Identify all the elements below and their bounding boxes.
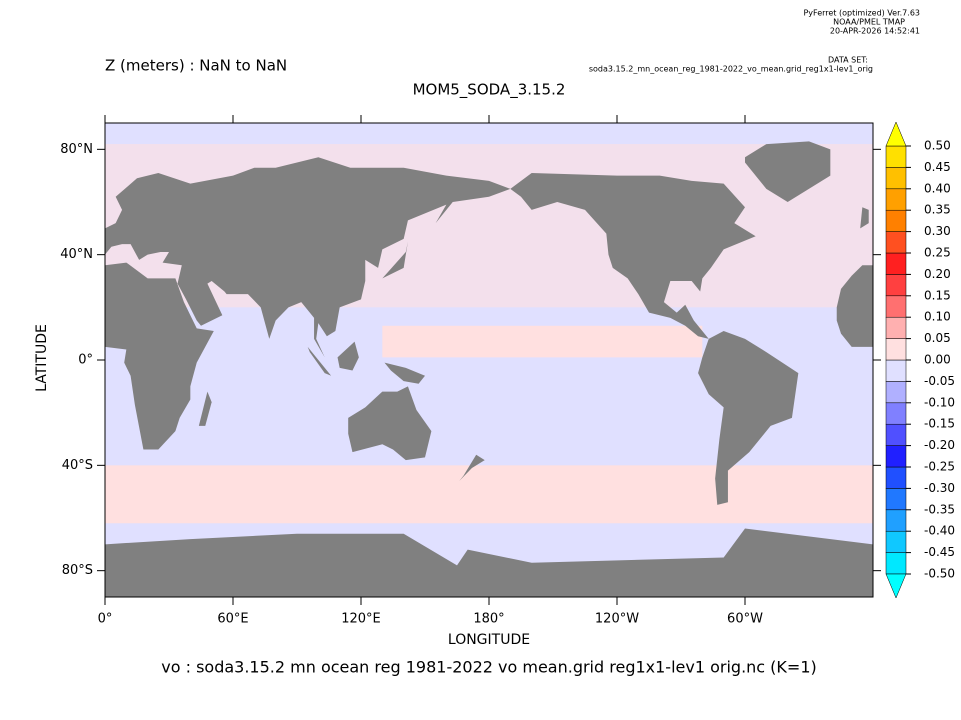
colorbar-band [885, 445, 907, 468]
land [836, 265, 873, 347]
map [105, 123, 873, 597]
colorbar-label: 0.30 [924, 224, 951, 238]
colorbar-band [885, 381, 907, 404]
colorbar-band [885, 316, 907, 339]
x-tick-label: 120°W [595, 612, 639, 627]
colorbar-label: 0.50 [924, 139, 951, 153]
colorbar-band [885, 423, 907, 446]
title: MOM5_SODA_3.15.2 [413, 81, 566, 100]
colorbar-label: -0.15 [924, 417, 955, 431]
colorbar-over [885, 121, 907, 147]
colorbar-band [885, 466, 907, 489]
land [105, 528, 873, 597]
y-label: LATITUDE [34, 324, 50, 392]
colorbar-label: -0.10 [924, 395, 955, 409]
org: NOAA/PMEL TMAP [833, 18, 905, 27]
dataset: soda3.15.2_mn_ocean_reg_1981-2022_vo_mea… [589, 65, 873, 74]
land [337, 341, 359, 371]
y-tick-label: 80°N [60, 142, 93, 157]
map-layers [105, 141, 873, 597]
software: PyFerret (optimized) Ver.7.63 [803, 9, 920, 18]
colorbar-label: -0.50 [924, 567, 955, 581]
colorbar-label: 0.00 [924, 353, 951, 367]
pink-band [105, 465, 873, 524]
colorbar-band [885, 295, 907, 318]
colorbar-label: 0.45 [924, 160, 951, 174]
x-tick-label: 60°W [727, 612, 763, 627]
x-label: LONGITUDE [448, 632, 530, 648]
dataset-label: DATA SET: [828, 56, 868, 65]
colorbar-label: -0.25 [924, 460, 955, 474]
colorbar-label: 0.15 [924, 288, 951, 302]
colorbar-label: -0.05 [924, 374, 955, 388]
land [744, 141, 831, 203]
colorbar-band [885, 188, 907, 211]
colorbar-band [885, 231, 907, 254]
colorbar-label: -0.45 [924, 545, 955, 559]
colorbar-band [885, 552, 907, 575]
colorbar-band [885, 274, 907, 297]
caption: vo : soda3.15.2 mn ocean reg 1981-2022 v… [161, 658, 816, 677]
colorbar-label: 0.35 [924, 203, 951, 217]
pink-band [382, 325, 703, 358]
colorbar-band [885, 338, 907, 361]
x-tick-label: 120°E [341, 612, 381, 627]
land [382, 241, 408, 279]
colorbar-label: 0.20 [924, 267, 951, 281]
colorbar-label: 0.40 [924, 181, 951, 195]
y-tick-label: 0° [78, 353, 93, 368]
land [698, 331, 799, 505]
land [348, 386, 432, 461]
colorbar-band [885, 402, 907, 425]
colorbar-label: 0.10 [924, 310, 951, 324]
colorbar-label: 0.25 [924, 246, 951, 260]
x-tick-label: 180° [473, 612, 504, 627]
x-tick-label: 60°E [217, 612, 248, 627]
land [384, 362, 425, 384]
land [510, 173, 756, 339]
colorbar-band [885, 359, 907, 382]
y-tick-label: 80°S [62, 563, 93, 578]
land [860, 207, 869, 229]
land [198, 391, 212, 426]
colorbar-label: 0.05 [924, 331, 951, 345]
colorbar-band [885, 167, 907, 190]
colorbar-band [885, 145, 907, 168]
colorbar-band [885, 488, 907, 511]
colorbar-band [885, 252, 907, 275]
timestamp: 20-APR-2026 14:52:41 [830, 27, 920, 36]
colorbar-band [885, 530, 907, 553]
colorbar-under [885, 573, 907, 599]
x-tick-label: 0° [98, 612, 113, 627]
y-tick-label: 40°S [62, 458, 93, 473]
y-tick-label: 40°N [60, 247, 93, 262]
colorbar-label: -0.40 [924, 524, 955, 538]
land [105, 262, 214, 450]
colorbar-label: -0.30 [924, 481, 955, 495]
colorbar-band [885, 509, 907, 532]
colorbar-label: -0.35 [924, 502, 955, 516]
colorbar-band [885, 209, 907, 232]
colorbar-label: -0.20 [924, 438, 955, 452]
subtitle: Z (meters) : NaN to NaN [105, 57, 287, 75]
land [105, 157, 511, 358]
